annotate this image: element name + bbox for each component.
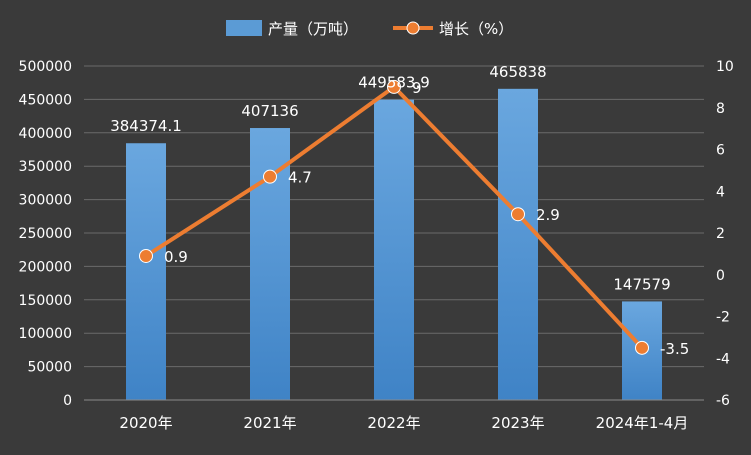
bar <box>126 143 166 400</box>
y-right-tick-label: 0 <box>716 268 725 284</box>
line-data-label: -3.5 <box>660 340 689 358</box>
y-left-tick-label: 450000 <box>19 92 72 108</box>
bar-data-label: 147579 <box>613 275 670 293</box>
legend-bar-label: 产量（万吨） <box>268 20 358 38</box>
y-right-tick-label: 10 <box>716 59 734 75</box>
line-data-label: 2.9 <box>536 206 560 224</box>
axes: 0 50000 100000 150000 200000 250000 300000 3500… <box>19 59 734 432</box>
x-tick-label: 2023年 <box>491 414 544 432</box>
y-right-tick-label: 2 <box>716 226 725 242</box>
y-left-tick-label: 50000 <box>27 360 72 376</box>
y-left-tick-label: 150000 <box>19 293 72 309</box>
y-left-tick-label: 400000 <box>19 126 72 142</box>
y-right-tick-label: 6 <box>716 143 725 159</box>
y-left-tick-label: 500000 <box>19 59 72 75</box>
y-right-tick-label: 4 <box>716 184 725 200</box>
y-left-tick-label: 300000 <box>19 193 72 209</box>
line-data-label: 0.9 <box>164 248 188 266</box>
line-point <box>139 248 153 263</box>
line-point <box>263 169 277 184</box>
legend-bar-swatch <box>226 20 262 36</box>
line-data-label: 4.7 <box>288 169 312 187</box>
y-left-tick-label: 250000 <box>19 226 72 242</box>
bar-data-label: 465838 <box>489 63 546 81</box>
y-right-tick-label: -4 <box>716 351 730 367</box>
y-right-tick-label: -6 <box>716 393 730 409</box>
x-tick-label: 2024年1-4月 <box>596 414 689 432</box>
x-tick-label: 2022年 <box>367 414 420 432</box>
line-point <box>511 207 525 222</box>
legend: 产量（万吨） 增长（%） <box>226 20 513 38</box>
y-left-tick-label: 100000 <box>19 326 72 342</box>
bar-data-label: 384374.1 <box>110 117 182 135</box>
bar-data-label: 449583.9 <box>358 74 430 92</box>
bar <box>374 99 414 401</box>
y-right-tick-label: 8 <box>716 101 725 117</box>
line-point <box>635 340 649 355</box>
y-left-tick-label: 0 <box>63 393 72 409</box>
x-tick-label: 2021年 <box>243 414 296 432</box>
data-labels: 384374.1 407136 449583.9 465838 147579 0.9 4.7… <box>110 63 689 358</box>
legend-line-marker <box>406 21 420 35</box>
line-data-label: 9 <box>412 79 422 97</box>
legend-line-label: 增长（%） <box>439 20 513 38</box>
line-series <box>139 79 649 355</box>
x-tick-label: 2020年 <box>119 414 172 432</box>
y-left-tick-label: 350000 <box>19 159 72 175</box>
bar-data-label: 407136 <box>241 102 298 120</box>
y-left-tick-label: 200000 <box>19 259 72 275</box>
y-right-tick-label: -2 <box>716 310 730 326</box>
bar-series <box>126 88 662 401</box>
line-point <box>387 79 401 94</box>
bar <box>498 88 538 400</box>
